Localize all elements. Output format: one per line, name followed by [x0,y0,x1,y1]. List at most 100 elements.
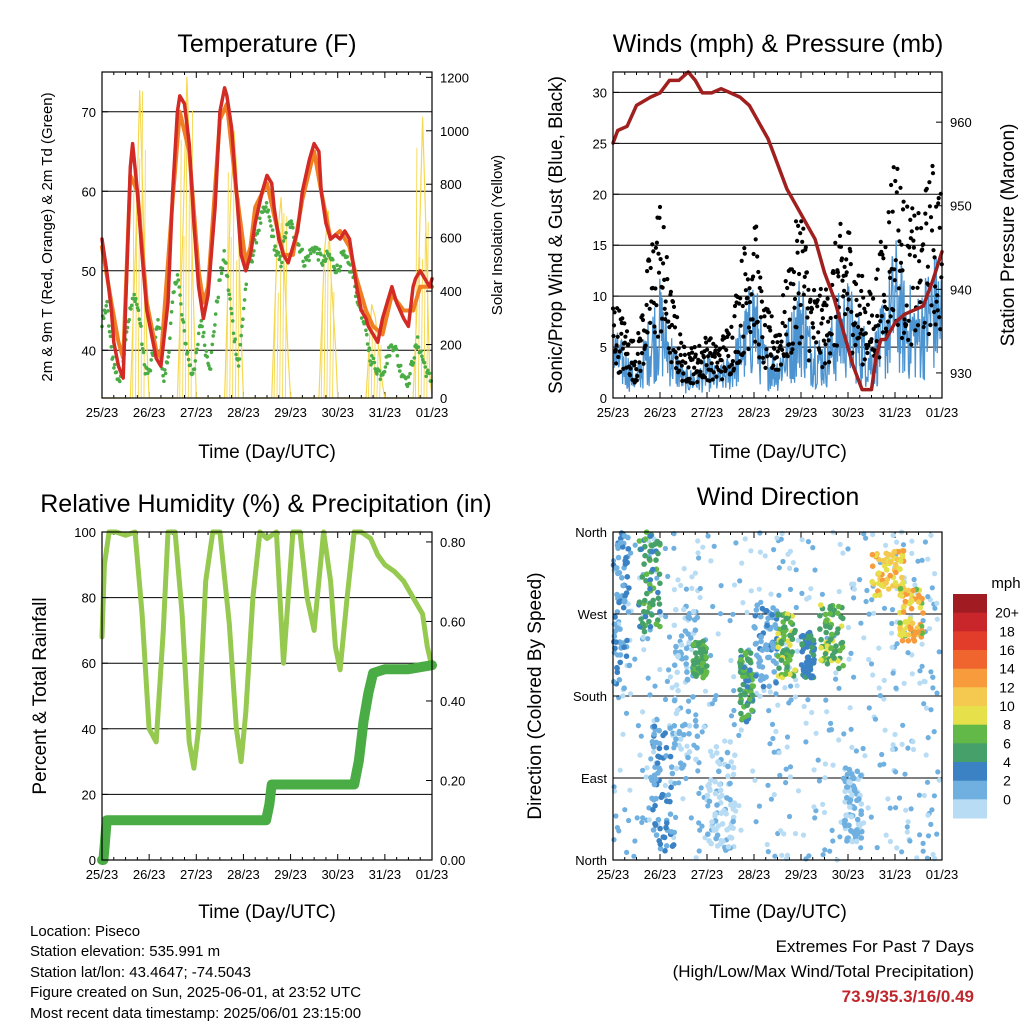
direction-point [849,792,855,799]
gust-point [657,215,662,220]
direction-point [810,545,816,551]
direction-point [767,689,773,695]
gust-point [875,313,880,319]
gust-point [853,342,858,348]
direction-point [787,619,794,626]
gust-point [806,287,811,292]
gust-point [808,297,813,302]
gust-point [772,346,777,351]
x-tick-label: 29/23 [274,405,307,420]
direction-point [827,624,833,631]
gust-point [715,360,720,365]
direction-point [662,730,668,736]
x-tick-label: 26/23 [644,405,677,420]
direction-point [822,651,829,657]
direction-point [784,647,791,654]
gust-point [827,360,832,365]
dewpoint-point [218,278,222,282]
gust-point [845,291,850,296]
dewpoint-point [208,367,213,371]
gust-point [758,275,763,280]
dewpoint-point [202,330,206,335]
direction-point [770,735,776,742]
gust-point [862,357,867,362]
gust-point [618,369,623,374]
gust-point [938,327,943,332]
gust-point [802,274,807,279]
direction-point [920,618,926,624]
dewpoint-point [134,296,138,301]
y-right-tick-label: 950 [950,199,972,214]
direction-point [664,820,670,826]
direction-point [696,848,702,854]
direction-point [799,537,805,543]
direction-point [828,727,835,733]
dewpoint-point [104,304,108,308]
direction-point [899,630,905,637]
dewpoint-point [258,216,262,221]
winds-ylabel: Sonic/Prop Wind & Gust (Blue, Black) [546,76,567,394]
gust-point [624,329,630,334]
direction-point [712,811,718,817]
direction-point [817,626,823,632]
gust-point [660,316,665,321]
gust-point [664,311,669,316]
direction-point [808,674,814,681]
gust-point [654,240,660,245]
direction-point [738,647,744,654]
direction-point [665,573,671,580]
direction-point [827,636,834,643]
gust-point [926,331,932,337]
direction-point [717,611,724,617]
gust-point [895,166,900,171]
gust-point [904,303,909,308]
x-tick-label: 26/23 [133,405,166,420]
gust-point [750,317,755,322]
gust-point [893,178,898,184]
direction-point [757,657,764,664]
direction-point [653,557,659,563]
direction-point [613,813,619,819]
gust-point [762,323,768,328]
gust-point [690,357,695,362]
solar-insolation-trace [420,259,424,399]
dewpoint-point [405,384,410,389]
dewpoint-point [289,219,294,223]
gust-point [931,248,936,253]
dewpoint-point [337,268,342,273]
gust-point [697,343,702,348]
gust-point [652,330,658,335]
gust-point [803,245,808,250]
direction-point [678,746,684,752]
direction-point [709,701,715,707]
dewpoint-point [199,318,204,323]
gust-point [732,303,738,309]
direction-point [694,614,701,621]
gust-point [737,359,742,364]
solar-insolation-trace [234,260,238,399]
direction-point [890,670,896,676]
humidity-ylabel: Percent & Total Rainfall [30,597,51,794]
direction-point [737,661,744,668]
direction-point [617,659,623,666]
direction-point [765,849,771,855]
y-right-tick-label: 600 [440,231,462,246]
gust-point [930,163,935,169]
direction-point [909,652,915,658]
gust-point [768,328,773,333]
y-tick-label: 40 [82,343,96,358]
direction-point [685,754,691,761]
direction-point [681,606,687,613]
gust-point [904,322,909,327]
direction-point [889,620,895,627]
gust-point [647,306,652,311]
direction-point [671,545,677,551]
direction-point [876,685,882,691]
gust-point [787,342,792,347]
direction-point [848,813,855,820]
direction-point [743,678,749,684]
dewpoint-point [185,350,190,355]
direction-point [805,539,812,545]
wind-direction-title: Wind Direction [697,483,860,511]
gust-point [672,325,678,330]
